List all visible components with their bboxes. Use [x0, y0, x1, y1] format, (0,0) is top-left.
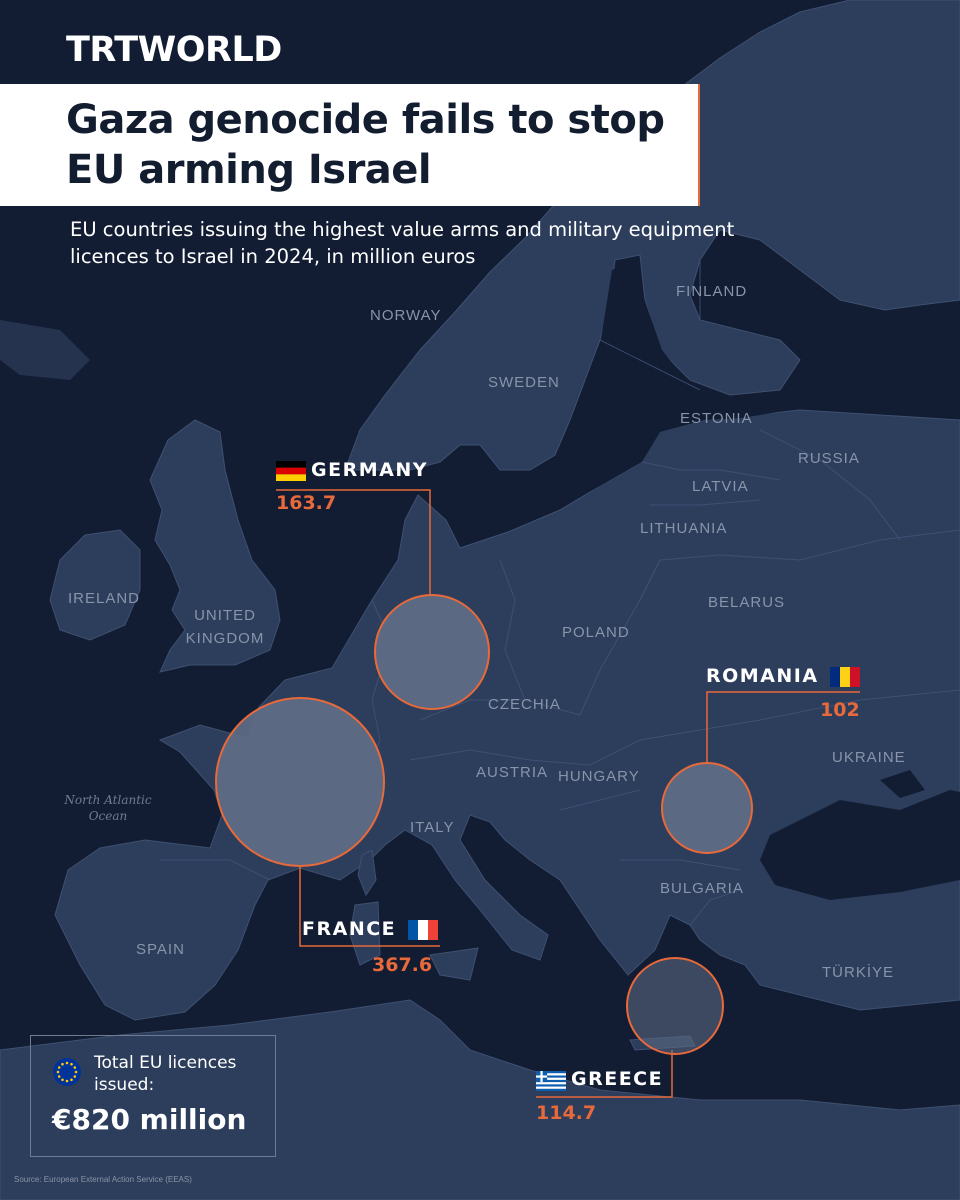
land-continental-europe	[54, 409, 960, 1021]
country-value-romania: 102	[820, 699, 860, 721]
land-sicily	[429, 947, 479, 981]
eu-flag-icon	[53, 1058, 81, 1086]
map-label-lithuania: LITHUANIA	[640, 520, 728, 537]
map-label-czechia: CZECHIA	[488, 696, 561, 713]
map-label-finland: FINLAND	[676, 283, 748, 300]
sea-azov	[880, 770, 925, 798]
greece-flag-icon	[536, 1071, 566, 1091]
map-label-hungary: HUNGARY	[558, 768, 640, 785]
land-north-atlantic-island	[0, 320, 90, 380]
page-subtitle: EU countries issuing the highest value a…	[70, 218, 735, 268]
land-sardinia	[349, 901, 381, 966]
map-label-united-kingdom: UNITED KINGDOM	[185, 607, 265, 647]
bubble-romania	[661, 762, 753, 854]
source-note: Source: European External Action Service…	[14, 1175, 192, 1184]
map-label-norway: NORWAY	[370, 307, 442, 324]
leader-line-romania	[706, 691, 860, 764]
total-licences-value: €820 million	[52, 1103, 247, 1136]
map-label-sweden: SWEDEN	[488, 374, 560, 391]
leader-line-france	[299, 866, 440, 947]
land-corsica	[357, 849, 377, 897]
map-label-latvia: LATVIA	[692, 478, 749, 495]
map-label-ukraine: UKRAINE	[832, 749, 906, 766]
germany-flag-icon	[276, 461, 306, 481]
map-label-north-atlantic-ocean: North Atlantic Ocean	[64, 793, 152, 823]
leader-line-germany	[276, 489, 431, 596]
country-name-france: FRANCE	[302, 918, 397, 940]
bubble-germany	[374, 594, 490, 710]
total-licences-box	[30, 1035, 276, 1157]
france-flag-icon	[408, 920, 438, 940]
country-value-greece: 114.7	[536, 1102, 597, 1124]
map-label-belarus: BELARUS	[708, 594, 786, 611]
romania-flag-icon	[830, 667, 860, 687]
sea-baltic	[505, 262, 790, 525]
page-title: Gaza genocide fails to stop EU arming Is…	[66, 97, 665, 193]
map-label-bulgaria: BULGARIA	[660, 880, 744, 897]
map-label-estonia: ESTONIA	[680, 410, 753, 427]
map-label-poland: POLAND	[562, 624, 630, 641]
map-label-ireland: IRELAND	[68, 590, 141, 607]
map-label-russia: RUSSIA	[798, 450, 860, 467]
bubble-greece	[626, 957, 724, 1055]
country-name-germany: GERMANY	[311, 459, 428, 481]
map-label-italy: ITALY	[410, 819, 455, 836]
land-great-britain	[149, 419, 281, 673]
country-value-france: 367.6	[372, 954, 433, 976]
total-licences-label: Total EU licences issued:	[94, 1053, 237, 1095]
country-name-romania: ROMANIA	[706, 665, 819, 687]
leader-line-greece	[536, 1050, 673, 1098]
country-borders	[160, 260, 960, 926]
trt-world-logo: TRTWORLD	[66, 30, 282, 70]
country-name-greece: GREECE	[571, 1068, 664, 1090]
title-banner	[0, 84, 700, 206]
bubble-france	[215, 697, 385, 867]
map-label-austria: AUSTRIA	[476, 764, 549, 781]
land-ireland	[49, 529, 141, 641]
map-label-spain: SPAIN	[136, 941, 185, 958]
sea-black	[760, 790, 960, 900]
country-value-germany: 163.7	[276, 492, 337, 514]
map-label-turkiye: TÜRKİYE	[822, 964, 895, 981]
